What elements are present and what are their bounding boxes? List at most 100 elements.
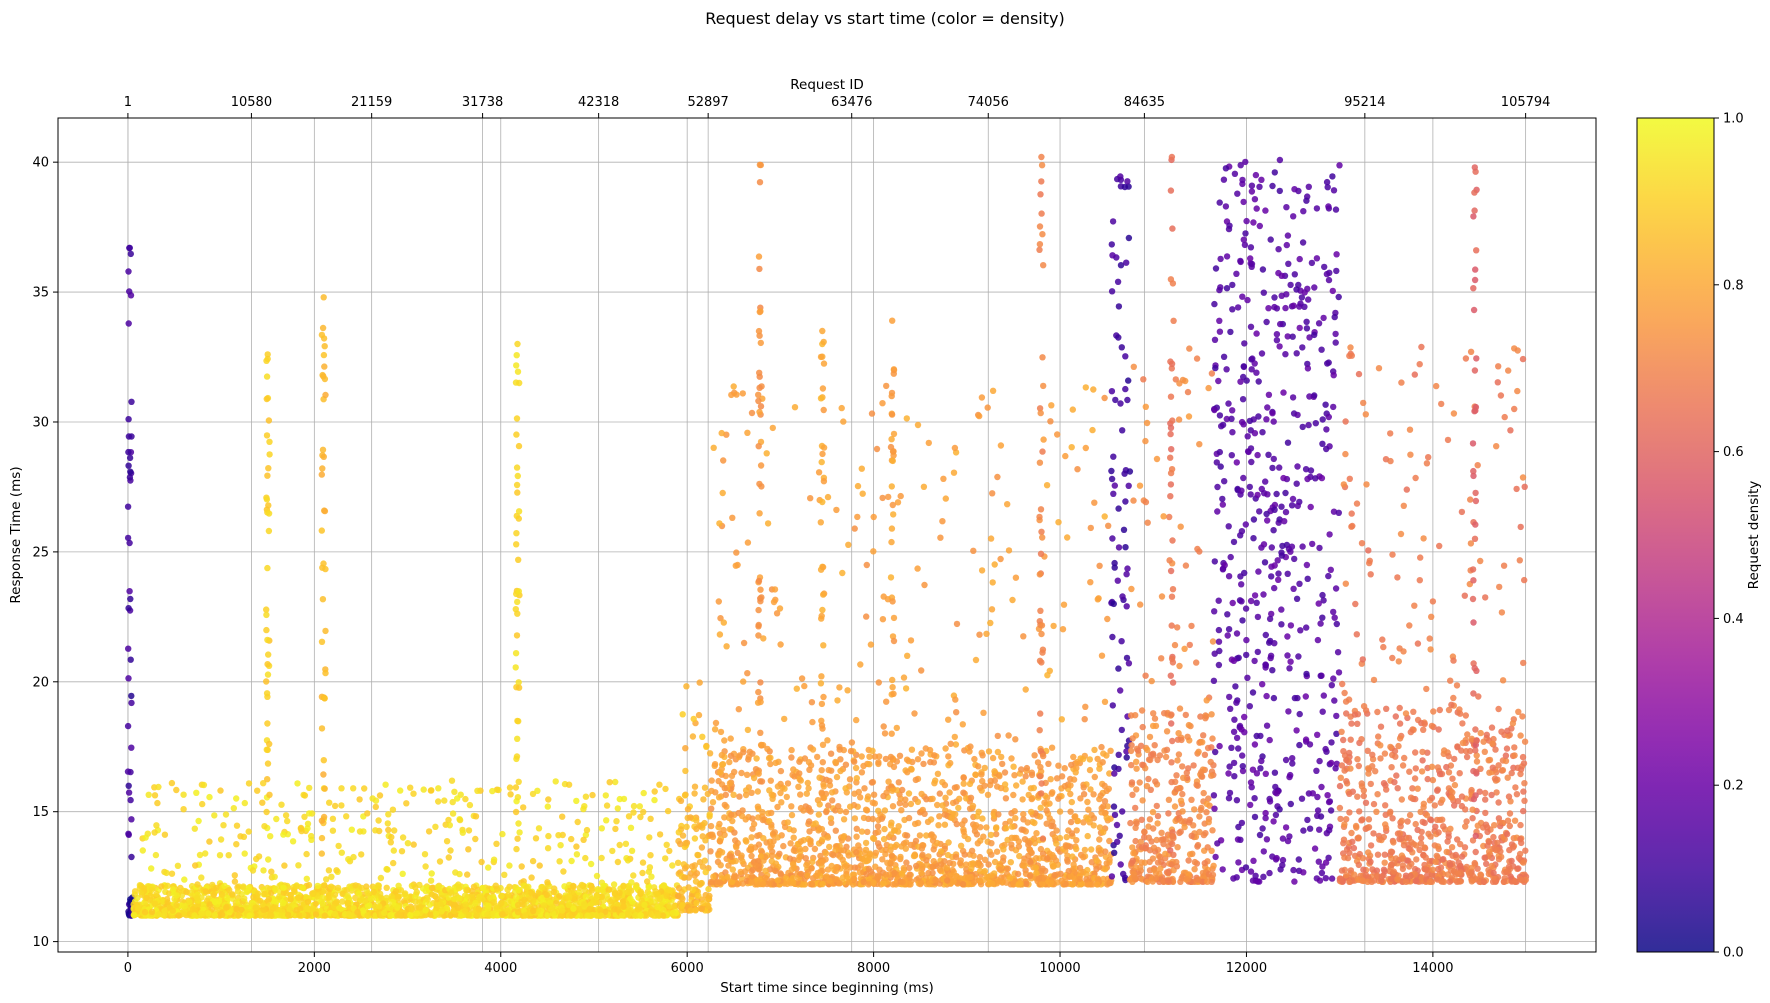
data-point [996,773,1003,780]
data-point [996,877,1003,885]
data-point [748,409,756,417]
data-point [1082,384,1090,391]
data-point [834,697,841,704]
data-point [692,878,700,885]
data-point [475,906,482,913]
data-point [335,842,342,850]
data-point [606,779,613,786]
data-point [394,904,401,911]
data-point [950,469,958,476]
data-point [1072,813,1079,820]
data-point [309,905,316,912]
data-point [1131,874,1138,882]
data-point [459,829,466,836]
data-point [989,579,996,586]
data-point [801,682,808,690]
data-point [325,894,332,901]
data-point [797,870,805,878]
data-point [499,830,506,838]
data-point [153,822,160,829]
data-point [907,881,914,888]
data-point [842,761,850,768]
data-point [893,724,900,732]
data-point [620,795,628,803]
data-point [1163,746,1171,753]
data-point [1318,869,1326,877]
data-point [902,845,909,852]
data-point [169,886,177,893]
data-point [906,864,913,872]
data-point [1139,723,1146,731]
data-point [914,798,922,806]
data-point [331,891,339,898]
data-point [270,905,277,912]
data-point [540,902,548,909]
data-point [245,828,252,835]
data-point [1013,782,1020,789]
data-point [912,837,920,845]
data-point [699,733,706,740]
data-point [790,847,798,854]
data-point [696,679,703,686]
data-point [1169,840,1176,848]
data-point [852,764,860,772]
data-point [544,912,551,919]
data-point [1022,773,1029,780]
data-point [914,565,921,572]
data-point [265,895,273,903]
data-point [1165,796,1173,803]
data-point [865,881,872,888]
data-point [1015,843,1023,850]
data-point [705,885,712,893]
data-point [866,753,873,760]
data-point [890,763,898,771]
data-point [213,884,220,892]
data-point [718,429,725,437]
data-point [876,843,883,850]
data-point [788,746,795,754]
data-point [997,784,1005,792]
data-point [345,856,352,863]
data-point [764,520,772,527]
data-point [557,842,564,849]
data-point [464,871,471,878]
data-point [784,880,791,888]
data-point [214,905,221,913]
data-point [1191,806,1198,813]
data-point [1250,535,1257,542]
data-point [1109,535,1116,542]
data-point [805,785,812,792]
data-point [738,769,745,777]
data-point [1084,881,1092,888]
data-point [1176,380,1183,387]
data-point [662,897,669,904]
data-point [397,787,404,794]
data-point [334,884,342,892]
data-point [1160,840,1167,848]
data-point [868,779,876,786]
data-point [681,865,689,872]
data-point [1074,466,1081,473]
data-point [863,613,870,620]
data-point [1048,744,1056,751]
data-point [811,845,819,853]
data-point [1183,875,1191,883]
data-point [565,901,572,908]
data-point [988,606,996,613]
data-point [715,598,722,605]
data-point [1184,733,1191,740]
data-point [905,790,913,797]
data-point [611,906,618,913]
data-point [427,787,435,794]
data-point [717,862,724,869]
data-point [268,868,275,875]
data-point [976,631,983,638]
data-point [544,879,551,886]
data-point [1127,819,1134,827]
data-point [708,777,715,784]
data-point [840,816,848,823]
data-point [681,874,688,881]
data-point [718,751,725,759]
data-point [723,643,730,650]
data-point [914,819,922,827]
